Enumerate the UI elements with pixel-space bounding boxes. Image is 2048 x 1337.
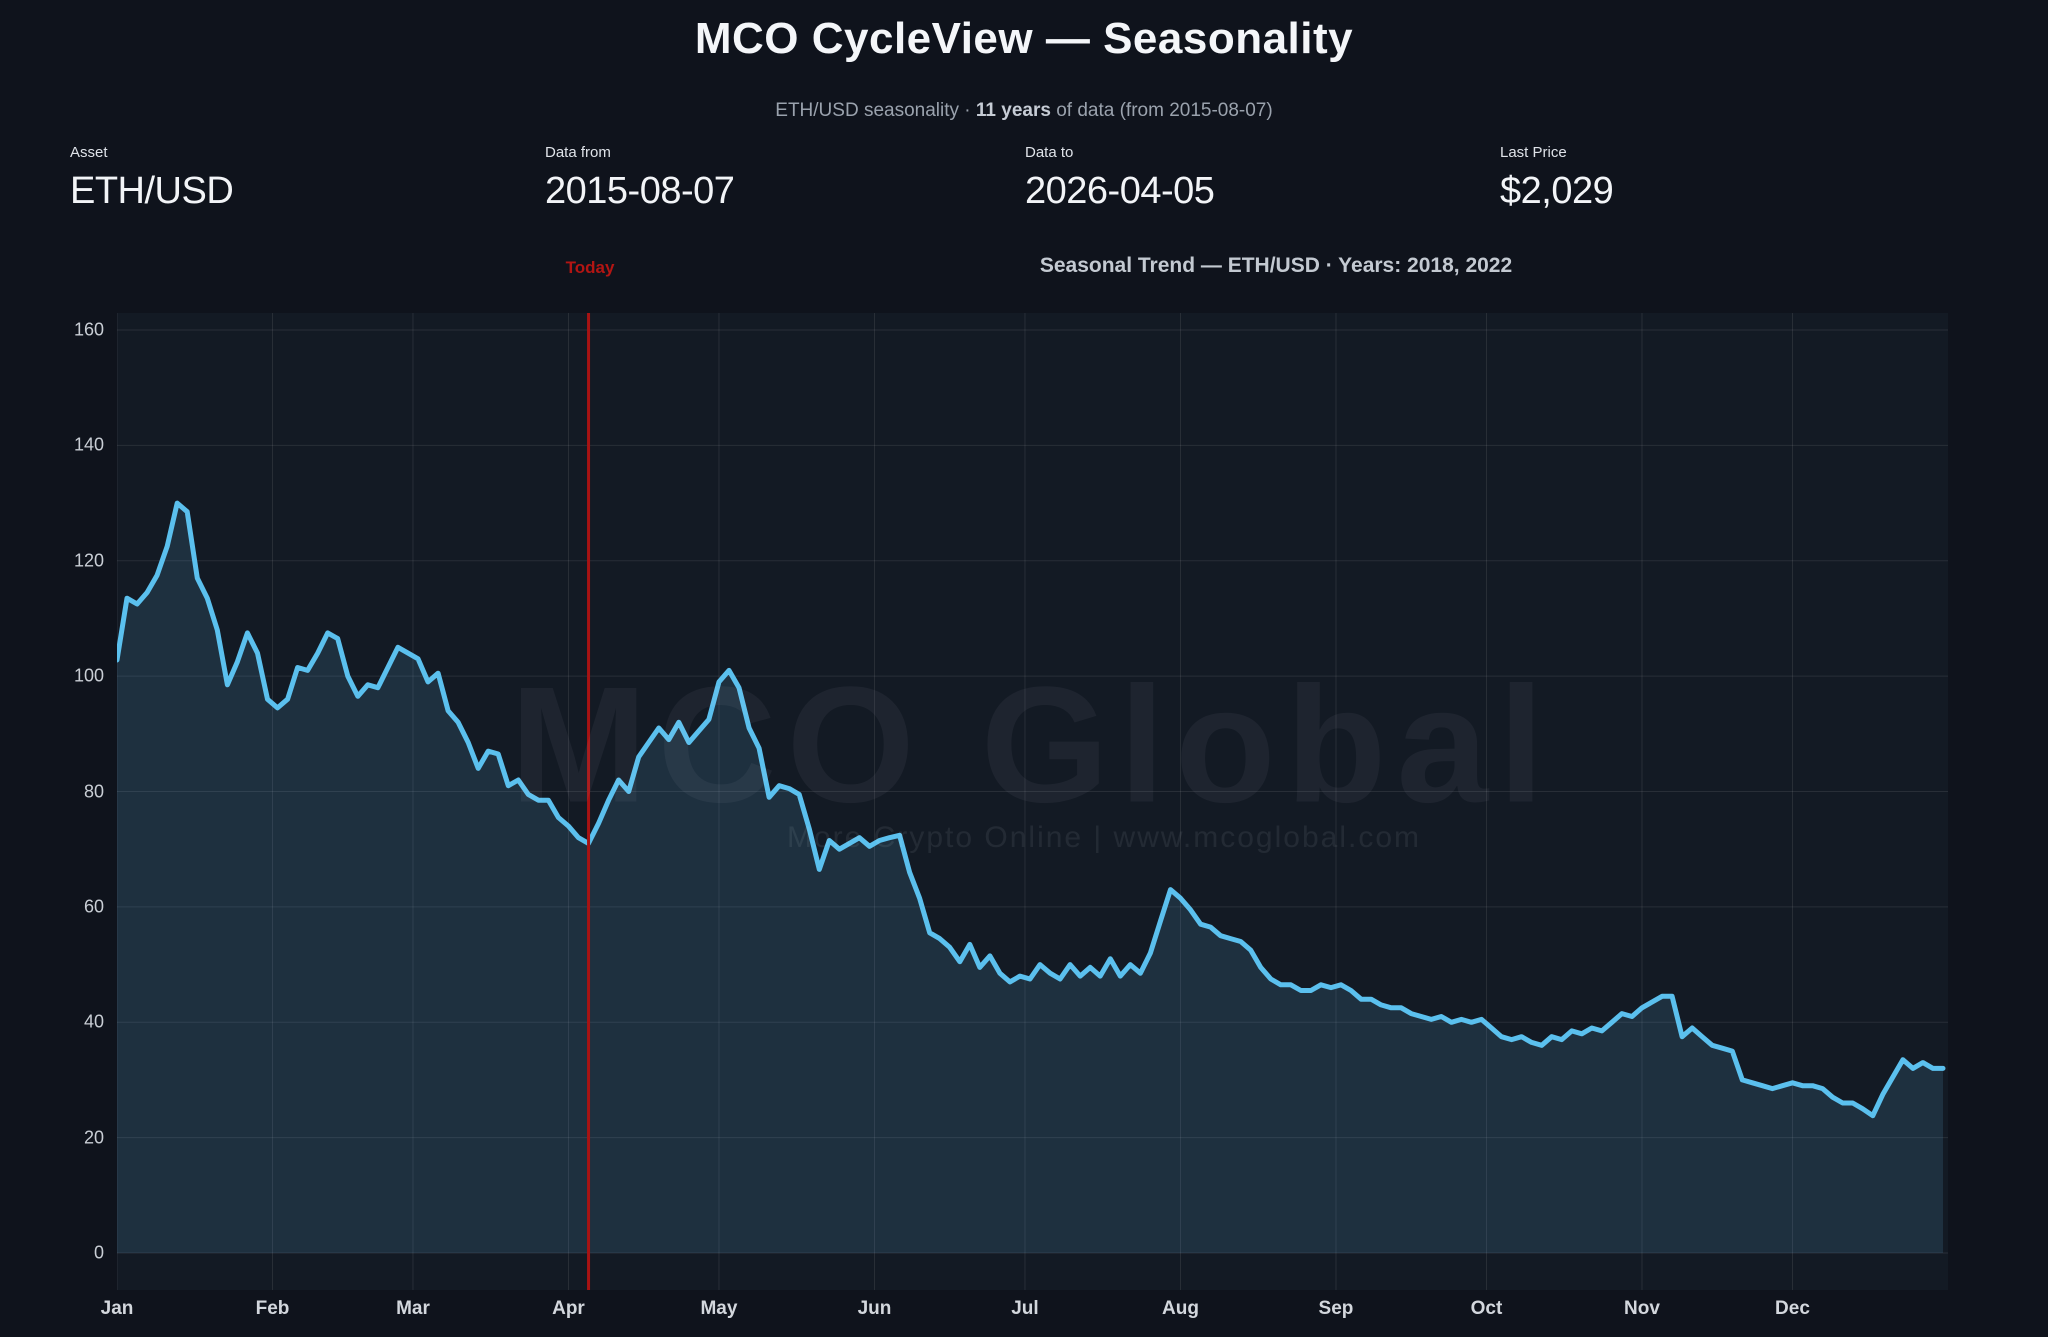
- x-tick-label: Aug: [1162, 1298, 1199, 1319]
- x-tick-label: Mar: [396, 1298, 430, 1319]
- y-tick-label: 140: [73, 434, 104, 455]
- today-label: Today: [565, 258, 615, 277]
- chart-title: Seasonal Trend — ETH/USD · Years: 2018, …: [1039, 254, 1513, 277]
- stat-data-to: Data to 2026-04-05: [1025, 144, 1215, 213]
- x-tick-label: Sep: [1318, 1298, 1354, 1319]
- stat-asset-value: ETH/USD: [70, 170, 234, 212]
- x-tick-label: Jun: [857, 1298, 892, 1319]
- y-tick-label: 100: [73, 665, 104, 686]
- y-tick-label: 0: [93, 1242, 104, 1263]
- y-tick-label: 20: [83, 1127, 104, 1148]
- stat-data-from-label: Data from: [545, 144, 611, 161]
- stat-asset-label: Asset: [70, 144, 108, 161]
- stat-data-to-label: Data to: [1025, 144, 1074, 161]
- subtitle-suffix: of data (from 2015-08-07): [1050, 100, 1273, 121]
- stat-data-to-value: 2026-04-05: [1025, 170, 1215, 212]
- x-tick-label: Jul: [1011, 1298, 1039, 1319]
- stat-asset: Asset ETH/USD: [70, 144, 234, 213]
- y-tick-label: 80: [83, 781, 104, 801]
- area-fill: [117, 503, 1943, 1254]
- stat-last-price-label: Last Price: [1500, 144, 1567, 161]
- y-tick-label: 60: [83, 896, 104, 917]
- seasonal-trend-line: [117, 500, 1946, 1119]
- page-title: MCO CycleView — Seasonality: [694, 14, 1354, 63]
- page-subtitle: ETH/USD seasonality · 11 years of data (…: [0, 100, 2048, 122]
- x-axis-month-labels: Jan Feb Mar Apr May Jun Jul Aug Sep Oct Nov Dec: [101, 1298, 1948, 1328]
- seasonality-chart: [117, 313, 1948, 1290]
- x-tick-label: Jan: [100, 1298, 134, 1319]
- y-tick-label: 40: [83, 1011, 104, 1032]
- x-tick-label: Oct: [1470, 1298, 1503, 1319]
- y-axis-tick-labels: 0 20 40 60 80 100 120 140 160: [0, 313, 104, 1290]
- stat-data-from: Data from 2015-08-07: [545, 144, 735, 213]
- gridlines: [117, 313, 1948, 1290]
- subtitle-prefix: ETH/USD seasonality ·: [775, 100, 976, 121]
- y-tick-label: 120: [73, 550, 104, 571]
- subtitle-years: 11 years: [975, 100, 1051, 121]
- x-tick-label: Apr: [552, 1298, 585, 1319]
- stat-last-price: Last Price $2,029: [1500, 144, 1614, 213]
- y-tick-label: 160: [73, 319, 104, 340]
- x-tick-label: May: [700, 1298, 738, 1319]
- x-tick-label: Dec: [1775, 1298, 1810, 1319]
- x-tick-label: Nov: [1624, 1298, 1660, 1319]
- chart-svg: [117, 313, 1948, 1290]
- stat-last-price-value: $2,029: [1500, 170, 1614, 212]
- x-tick-label: Feb: [255, 1298, 290, 1319]
- stat-data-from-value: 2015-08-07: [545, 170, 735, 212]
